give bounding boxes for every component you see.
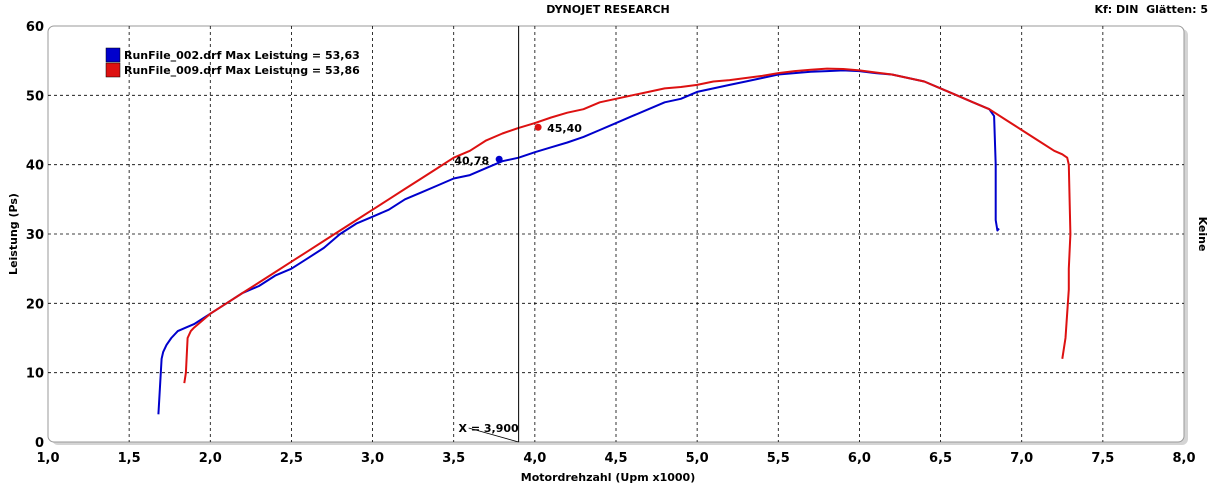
legend: RunFile_002.drf Max Leistung = 53,63 Run… — [105, 47, 360, 78]
cursor-marker-2 — [534, 123, 542, 131]
x-tick-label: 2,0 — [199, 451, 222, 466]
x-tick-label: 2,5 — [280, 451, 303, 466]
x-axis-label: Motordrehzahl (Upm x1000) — [521, 471, 695, 484]
cursor-value-label-2: 45,40 — [547, 122, 582, 135]
y-tick-label: 60 — [26, 20, 44, 35]
y-tick-label: 10 — [26, 367, 44, 382]
y-tick-label: 30 — [26, 228, 44, 243]
y-tick-label: 50 — [26, 89, 44, 104]
x-tick-label: 5,0 — [686, 451, 709, 466]
cursor-value-label-1: 40,78 — [454, 154, 489, 167]
cursor[interactable]: X = 3,900 40,78 45,40 — [454, 26, 582, 443]
legend-swatch-series-1 — [105, 47, 121, 63]
x-tick-label: 4,5 — [604, 451, 627, 466]
y-tick-label: 40 — [26, 159, 44, 174]
chart-title: DYNOJET RESEARCH — [546, 3, 669, 16]
y-axis-label: Leistung (Ps) — [7, 193, 20, 275]
x-tick-label: 4,0 — [523, 451, 546, 466]
y-tick-label: 20 — [26, 297, 44, 312]
settings-info: Kf: DIN Glätten: 5 — [1094, 3, 1208, 16]
x-tick-label: 5,5 — [767, 451, 790, 466]
tick-labels: 1,0 1,5 2,0 2,5 3,0 3,5 4,0 4,5 5,0 5,5 6,0 6,5 7,0 7… — [26, 20, 1196, 466]
series — [157, 67, 1072, 415]
legend-entry-series-1: RunFile_002.drf Max Leistung = 53,63 — [124, 49, 360, 62]
y-tick-label: 0 — [35, 436, 44, 451]
x-tick-label: 7,0 — [1010, 451, 1033, 466]
x-tick-label: 1,5 — [118, 451, 141, 466]
x-tick-label: 7,5 — [1091, 451, 1114, 466]
series-line-2 — [183, 67, 1072, 384]
x-tick-label: 3,5 — [442, 451, 465, 466]
x-tick-label: 6,0 — [848, 451, 871, 466]
cursor-marker-1 — [495, 155, 503, 163]
legend-entry-series-2: RunFile_009.drf Max Leistung = 53,86 — [124, 64, 360, 77]
x-tick-label: 3,0 — [361, 451, 384, 466]
cursor-x-label: X = 3,900 — [459, 422, 519, 435]
legend-swatch-series-2 — [105, 62, 121, 78]
side-label: Keine — [1196, 217, 1209, 252]
x-tick-label: 6,5 — [929, 451, 952, 466]
x-tick-label: 8,0 — [1172, 451, 1195, 466]
x-tick-label: 1,0 — [36, 451, 59, 466]
cursor-leader — [468, 427, 519, 443]
